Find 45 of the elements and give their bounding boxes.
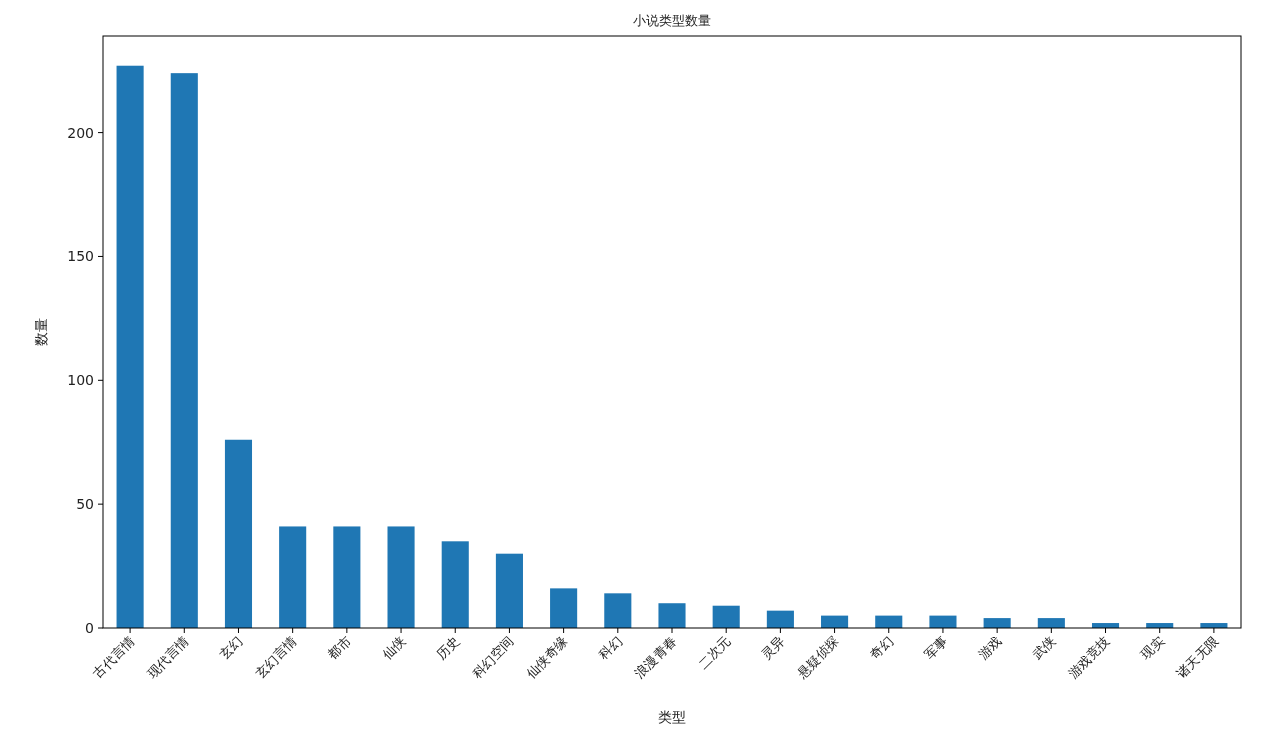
bar	[550, 588, 578, 628]
x-tick-label: 现代言情	[144, 633, 192, 681]
y-tick-label: 100	[67, 372, 94, 389]
y-tick-label: 200	[67, 124, 94, 141]
bar	[170, 73, 198, 628]
x-tick-label: 二次元	[695, 633, 734, 672]
y-tick-label: 50	[76, 496, 94, 513]
y-axis-title: 数量	[33, 318, 49, 346]
x-tick-label: 仙侠	[379, 633, 409, 663]
x-tick-label: 悬疑侦探	[793, 633, 842, 682]
bar	[116, 65, 144, 628]
x-tick-label: 浪漫青春	[631, 633, 680, 681]
x-tick-label: 奇幻	[866, 633, 896, 663]
bar	[333, 526, 361, 628]
bar	[224, 439, 253, 628]
x-tick-label: 历史	[433, 633, 463, 663]
bar	[441, 541, 469, 628]
bar	[387, 526, 415, 628]
bar	[658, 603, 686, 628]
x-tick-label: 玄幻言情	[252, 633, 300, 681]
x-tick-label: 科幻空间	[469, 633, 517, 681]
x-tick-label: 游戏竞技	[1065, 633, 1113, 681]
x-tick-label: 武侠	[1029, 633, 1059, 663]
y-tick-label: 0	[85, 620, 94, 636]
x-tick-label: 科幻	[595, 633, 625, 663]
x-axis-title: 类型	[658, 709, 686, 725]
x-tick-label: 诸天无限	[1173, 633, 1222, 681]
x-tick-label: 军事	[921, 633, 951, 663]
chart-title: 小说类型数量	[633, 13, 711, 28]
bar	[766, 610, 794, 628]
bar	[495, 553, 523, 628]
bar	[604, 593, 632, 628]
x-tick-label: 灵异	[758, 633, 788, 663]
x-tick-label: 都市	[324, 633, 354, 663]
x-tick-label: 游戏	[975, 633, 1005, 663]
y-tick-label: 150	[67, 248, 94, 265]
x-tick-label: 仙侠奇缘	[523, 633, 571, 681]
bar	[1037, 618, 1065, 628]
bar	[929, 615, 957, 628]
bar	[712, 605, 740, 628]
x-tick-label: 古代言情	[89, 633, 138, 681]
bar	[279, 526, 307, 628]
bar	[983, 618, 1011, 628]
x-tick-label: 现实	[1137, 633, 1167, 663]
x-tick-label: 玄幻	[216, 633, 246, 663]
